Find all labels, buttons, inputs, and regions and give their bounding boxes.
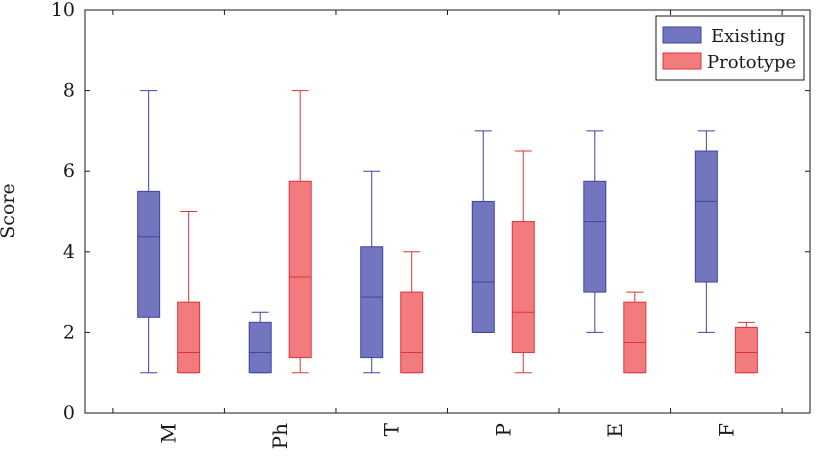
box-iqr <box>177 301 201 374</box>
box-iqr <box>471 200 495 333</box>
box-existing-e <box>583 130 607 333</box>
box-prototype-p <box>511 150 535 374</box>
y-tick-label: 2 <box>63 321 75 343</box>
x-category-label: F <box>714 423 738 437</box>
box-iqr <box>360 246 384 359</box>
box-existing-m <box>137 90 161 374</box>
y-tick-label: 6 <box>63 160 75 182</box>
y-axis-title: Score <box>0 183 19 238</box>
x-category-label: T <box>380 422 404 436</box>
x-category-label: E <box>603 423 627 438</box>
box-iqr <box>734 326 758 374</box>
box-iqr <box>623 301 647 374</box>
y-axis: 0 2 4 6 8 10 <box>51 0 810 424</box>
legend-label-existing: Existing <box>711 26 785 47</box>
y-tick-label: 10 <box>51 0 75 21</box>
box-existing-p <box>471 130 495 333</box>
box-prototype-ph <box>288 90 312 374</box>
box-iqr <box>137 190 161 318</box>
y-tick-label: 0 <box>63 402 75 424</box>
box-prototype-e <box>623 291 647 374</box>
legend-label-prototype: Prototype <box>707 52 796 73</box>
box-prototype-t <box>400 251 424 374</box>
y-tick-label: 4 <box>63 241 75 263</box>
series-prototype <box>177 90 758 374</box>
box-iqr <box>288 180 312 359</box>
box-prototype-m <box>177 211 201 374</box>
legend-swatch-prototype <box>662 52 702 70</box>
box-prototype-f <box>734 321 758 374</box>
series-existing <box>137 90 718 374</box>
box-iqr <box>248 321 272 374</box>
box-iqr <box>511 221 535 354</box>
box-iqr <box>694 150 718 283</box>
box-existing-ph <box>248 311 272 374</box>
x-category-label: Ph <box>268 423 292 449</box>
y-tick-label: 8 <box>63 80 75 102</box>
box-iqr <box>400 291 424 374</box>
x-axis: M Ph T P E F <box>112 10 783 449</box>
legend-swatch-existing <box>662 26 702 44</box>
box-series <box>137 90 758 374</box>
x-category-label: M <box>157 423 181 443</box>
box-iqr <box>583 180 607 293</box>
x-category-label: P <box>491 423 515 436</box>
box-existing-f <box>694 130 718 333</box>
legend: Existing Prototype <box>655 15 805 81</box>
box-existing-t <box>360 170 384 374</box>
